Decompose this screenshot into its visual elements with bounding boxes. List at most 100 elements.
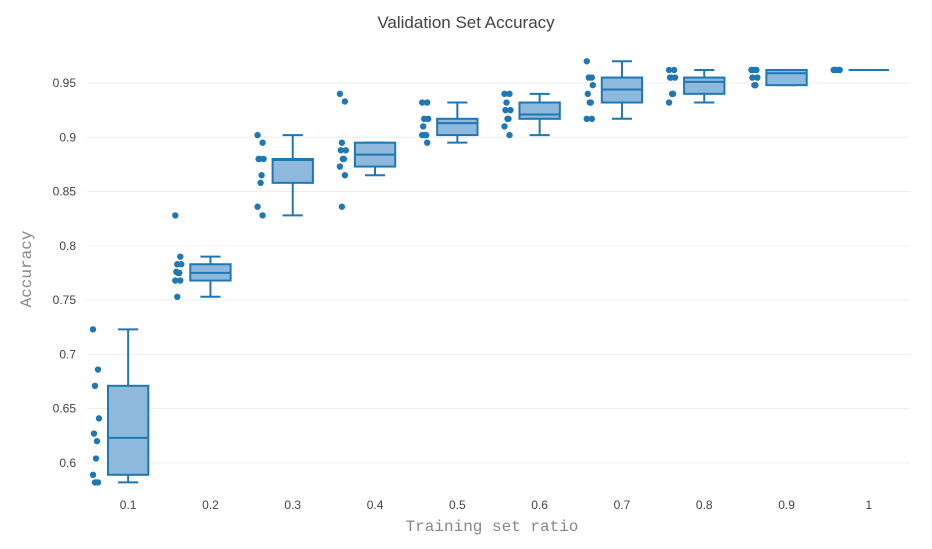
box-group: [583, 58, 644, 123]
x-tick-label: 0.2: [202, 498, 219, 512]
data-point: [91, 479, 99, 486]
data-point: [177, 253, 184, 260]
data-point: [670, 66, 678, 74]
data-point: [95, 415, 103, 422]
data-point: [583, 58, 590, 65]
x-tick-label: 0.1: [120, 498, 137, 512]
y-axis-ticks: 0.6 0.65 0.7 0.75 0.8 0.85 0.9 0.95: [53, 76, 77, 470]
data-point: [336, 163, 344, 170]
data-point: [89, 471, 97, 479]
data-point: [418, 99, 426, 106]
x-tick-label: 0.6: [531, 498, 548, 512]
data-point: [584, 90, 591, 98]
data-point: [506, 90, 513, 98]
data-point: [341, 172, 349, 179]
data-point: [174, 293, 181, 301]
data-point: [338, 203, 346, 210]
data-point: [668, 90, 676, 98]
data-point: [259, 139, 266, 146]
y-tick-label: 0.85: [53, 185, 77, 199]
box-group: [336, 90, 397, 210]
data-point: [254, 203, 261, 210]
x-tick-label: 0.4: [367, 498, 384, 512]
y-tick-label: 0.8: [59, 239, 76, 253]
x-axis-ticks: 0.1 0.2 0.3 0.4 0.5 0.6 0.7 0.8 0.9 1: [120, 498, 873, 512]
box-iqr: [518, 101, 561, 120]
box-iqr: [436, 117, 479, 137]
box-series: [89, 58, 890, 486]
chart-title: Validation Set Accuracy: [377, 13, 555, 32]
box-group: [254, 131, 314, 219]
y-tick-label: 0.95: [53, 76, 77, 90]
data-point: [341, 98, 349, 105]
data-point: [503, 99, 510, 106]
data-point: [177, 277, 184, 284]
data-point: [337, 147, 345, 154]
box-group: [89, 326, 150, 486]
data-point: [749, 74, 756, 81]
data-point: [260, 155, 267, 163]
y-tick-label: 0.6: [59, 456, 76, 470]
data-point: [172, 277, 179, 284]
data-point: [258, 172, 265, 179]
data-point: [336, 90, 344, 98]
data-point: [423, 139, 431, 146]
y-tick-label: 0.65: [53, 402, 77, 416]
data-point: [665, 66, 673, 74]
x-tick-label: 0.5: [449, 498, 466, 512]
data-point: [94, 366, 102, 373]
box-iqr: [271, 157, 314, 184]
x-tick-label: 1: [866, 498, 873, 512]
data-point: [665, 99, 673, 106]
data-point: [589, 81, 596, 89]
box-group: [501, 90, 561, 139]
data-point: [585, 74, 592, 81]
box-group: [665, 66, 726, 106]
box-group: [748, 66, 808, 89]
data-point: [419, 123, 427, 130]
data-point: [175, 269, 182, 277]
y-tick-label: 0.7: [59, 347, 76, 361]
data-point: [831, 66, 838, 74]
data-point: [504, 115, 511, 123]
data-point: [92, 455, 100, 462]
data-point: [588, 115, 595, 123]
x-tick-label: 0.7: [614, 498, 631, 512]
data-point: [666, 74, 674, 81]
data-point: [259, 212, 266, 219]
y-tick-label: 0.75: [53, 293, 77, 307]
box-iqr: [106, 384, 150, 476]
data-point: [338, 139, 346, 146]
data-point: [424, 115, 432, 123]
data-point: [172, 212, 179, 219]
data-point: [507, 106, 514, 114]
x-tick-label: 0.3: [284, 498, 301, 512]
data-point: [671, 74, 679, 81]
y-axis-title: Accuracy: [18, 230, 36, 307]
data-point: [583, 115, 590, 123]
data-point: [257, 179, 264, 187]
box-group: [830, 66, 890, 74]
data-point: [418, 131, 426, 139]
box-iqr: [683, 76, 726, 95]
gridlines: [87, 82, 910, 464]
x-tick-label: 0.8: [696, 498, 713, 512]
data-point: [339, 155, 347, 163]
data-point: [255, 155, 262, 163]
box-group: [172, 212, 232, 301]
data-point: [91, 382, 99, 390]
data-point: [750, 66, 757, 74]
data-point: [89, 326, 97, 333]
data-point: [751, 81, 758, 89]
data-point: [754, 74, 761, 81]
data-point: [502, 106, 509, 114]
data-point: [501, 123, 508, 130]
y-tick-label: 0.9: [59, 130, 76, 144]
data-point: [586, 99, 593, 106]
x-tick-label: 0.9: [778, 498, 795, 512]
x-axis-title: Training set ratio: [406, 518, 579, 536]
data-point: [423, 99, 431, 106]
data-point: [93, 437, 101, 445]
